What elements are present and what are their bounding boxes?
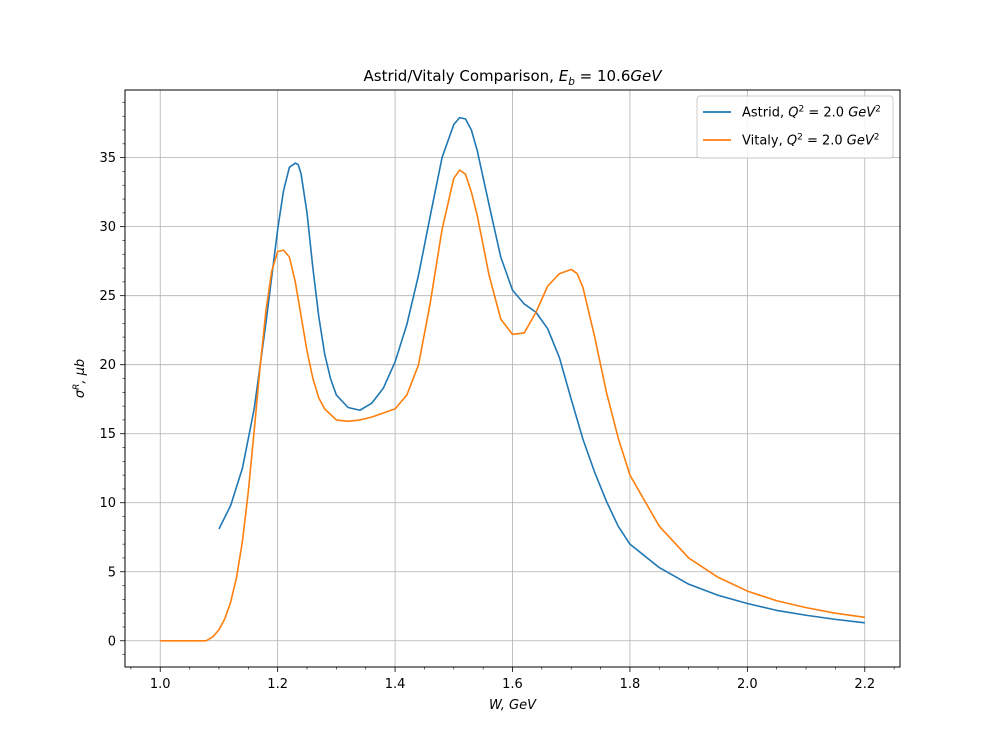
grid-lines bbox=[125, 90, 900, 667]
y-tick-label: 10 bbox=[99, 496, 116, 511]
legend-label-vitaly: Vitaly, Q2 = 2.0 GeV2 bbox=[742, 133, 880, 149]
legend-label-astrid: Astrid, Q2 = 2.0 GeV2 bbox=[742, 105, 881, 121]
x-tick-label: 2.2 bbox=[854, 677, 875, 692]
axis-tick-labels: 1.0 1.2 1.4 1.6 1.8 2.0 2.2 0 5 10 15 20 25 30 35 bbox=[99, 151, 875, 692]
y-axis-label: σR, μb bbox=[72, 359, 88, 398]
x-tick-label: 1.6 bbox=[502, 677, 523, 692]
x-axis-label: W, GeV bbox=[489, 698, 537, 713]
y-tick-label: 25 bbox=[99, 289, 116, 304]
axis-ticks bbox=[120, 102, 895, 672]
x-tick-label: 2.0 bbox=[737, 677, 758, 692]
x-tick-label: 1.2 bbox=[267, 677, 288, 692]
y-tick-label: 30 bbox=[99, 220, 116, 235]
x-tick-label: 1.8 bbox=[620, 677, 641, 692]
y-tick-label: 20 bbox=[99, 358, 116, 373]
legend: Astrid, Q2 = 2.0 GeV2 Vitaly, Q2 = 2.0 Ge… bbox=[696, 95, 894, 159]
x-tick-label: 1.4 bbox=[385, 677, 406, 692]
chart-title: Astrid/Vitaly Comparison, Eb = 10.6GeV bbox=[364, 67, 664, 88]
y-tick-label: 0 bbox=[108, 634, 116, 649]
y-tick-label: 35 bbox=[99, 151, 116, 166]
y-tick-label: 5 bbox=[108, 565, 116, 580]
y-tick-label: 15 bbox=[99, 427, 116, 442]
series-line-astrid bbox=[218, 116, 865, 624]
legend-box bbox=[696, 95, 894, 159]
series-line-vitaly bbox=[160, 169, 865, 642]
series-layer bbox=[160, 116, 865, 642]
x-tick-label: 1.0 bbox=[150, 677, 171, 692]
